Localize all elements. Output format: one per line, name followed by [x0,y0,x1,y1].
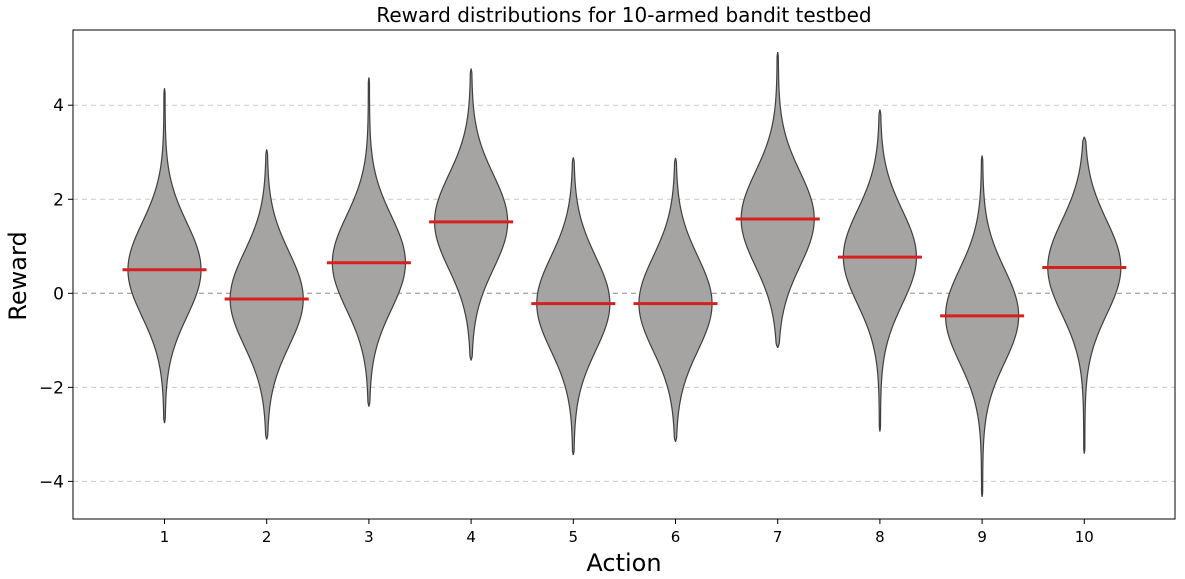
violin-action-4 [433,68,509,361]
plot-frame [72,29,1176,520]
violin-action-10 [1047,136,1122,454]
x-tick-label: 1 [160,528,170,546]
y-tick-label: 0 [53,284,64,304]
y-tick-label: 2 [53,190,64,210]
y-tick-label: 4 [53,96,64,116]
x-tick-label: 5 [569,528,579,546]
violin-action-8 [842,109,918,432]
violin-action-2 [229,149,304,440]
violin-action-7 [740,51,815,348]
violin-action-9 [944,155,1020,498]
x-axis-label: Action [586,549,661,577]
x-tick-label: 2 [262,528,272,546]
y-tick-label: −4 [39,472,64,492]
violin-action-5 [536,157,611,456]
y-tick-label: −2 [39,378,64,398]
y-axis-label: Reward [4,231,32,320]
x-tick-label: 10 [1075,528,1094,546]
violin-action-1 [127,88,202,424]
x-tick-label: 8 [875,528,885,546]
violin-action-3 [331,77,407,407]
mean-lines [122,217,1127,318]
violin-action-6 [638,157,713,443]
chart-title: Reward distributions for 10-armed bandit… [376,3,871,27]
x-tick-label: 9 [977,528,987,546]
violins [127,51,1122,498]
x-tick-label: 7 [773,528,783,546]
x-axis: 1 2 3 4 5 6 7 8 9 10 [160,519,1094,546]
x-tick-label: 3 [364,528,374,546]
x-tick-label: 4 [466,528,476,546]
x-tick-label: 6 [671,528,681,546]
y-axis: −4 −2 0 2 4 [39,96,73,492]
